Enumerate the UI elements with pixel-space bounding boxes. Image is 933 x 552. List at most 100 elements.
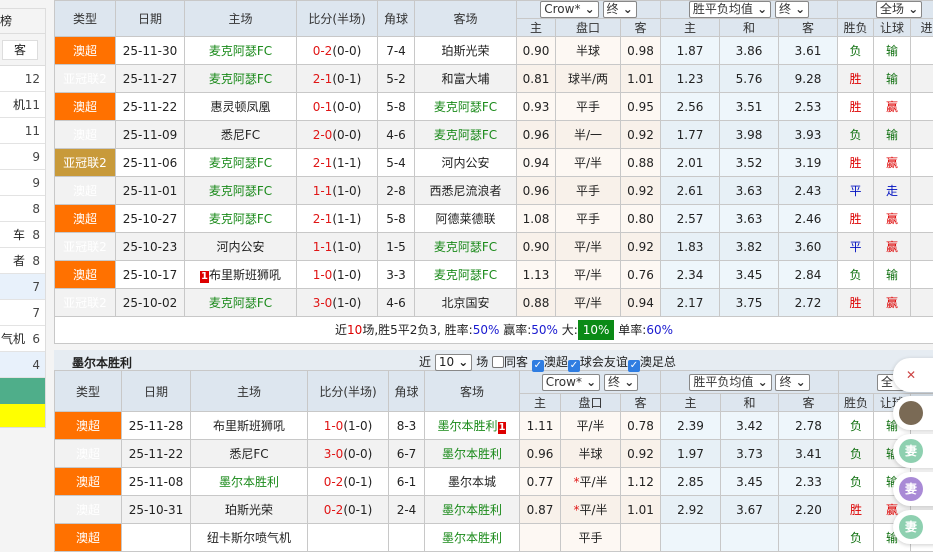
contact-item[interactable]: 妻 bbox=[893, 472, 933, 506]
league-badge[interactable]: 亚冠联2 bbox=[55, 65, 116, 93]
filter-aleague-checkbox[interactable]: ✓ bbox=[532, 360, 544, 372]
league-badge[interactable]: 澳超 bbox=[55, 261, 116, 289]
away-team[interactable]: 珀斯光荣 bbox=[415, 37, 517, 65]
filter-friendly-checkbox[interactable]: ✓ bbox=[568, 360, 580, 372]
home-team[interactable]: 惠灵顿凤凰 bbox=[185, 93, 297, 121]
league-badge[interactable]: 澳超 bbox=[55, 37, 116, 65]
odds-type-select[interactable]: 胜平负均值 bbox=[689, 1, 771, 18]
score[interactable]: 3-0(1-0) bbox=[297, 289, 378, 317]
home-team[interactable]: 麦克阿瑟FC bbox=[185, 65, 297, 93]
standing-row[interactable]: 12 bbox=[0, 66, 45, 92]
league-badge[interactable]: 亚冠联2 bbox=[55, 289, 116, 317]
standing-row[interactable]: 9 bbox=[0, 144, 45, 170]
away-team[interactable]: 麦克阿瑟FC bbox=[415, 121, 517, 149]
score[interactable]: 0-2(0-0) bbox=[297, 37, 378, 65]
contact-item[interactable]: 妻 bbox=[893, 434, 933, 468]
score[interactable]: 2-1(1-1) bbox=[297, 205, 378, 233]
standing-row[interactable]: 4 bbox=[0, 352, 45, 378]
score[interactable]: 3-0(0-0) bbox=[308, 440, 389, 468]
league-badge[interactable]: 澳超 bbox=[55, 524, 122, 552]
home-team[interactable]: 麦克阿瑟FC bbox=[185, 289, 297, 317]
score[interactable]: 2-1(1-1) bbox=[297, 149, 378, 177]
away-team[interactable]: 阿德莱德联 bbox=[415, 205, 517, 233]
score[interactable]: 2-0(0-0) bbox=[297, 121, 378, 149]
away-team[interactable]: 麦克阿瑟FC bbox=[415, 93, 517, 121]
score[interactable]: 2-1(0-1) bbox=[297, 65, 378, 93]
home-team[interactable]: 布里斯班狮吼 bbox=[191, 412, 308, 440]
score[interactable] bbox=[308, 524, 389, 552]
home-team[interactable]: 1布里斯班狮吼 bbox=[185, 261, 297, 289]
home-team[interactable]: 珀斯光荣 bbox=[191, 496, 308, 524]
scope-select[interactable]: 全场 bbox=[876, 1, 922, 18]
home-team[interactable]: 悉尼FC bbox=[191, 440, 308, 468]
score[interactable]: 0-2(0-1) bbox=[308, 468, 389, 496]
away-team[interactable]: 墨尔本胜利 bbox=[425, 524, 520, 552]
standing-row[interactable]: 8 bbox=[0, 196, 45, 222]
score[interactable]: 0-1(0-0) bbox=[297, 93, 378, 121]
league-badge[interactable]: 亚冠联2 bbox=[55, 233, 116, 261]
league-badge[interactable]: 澳超 bbox=[55, 177, 116, 205]
away-team[interactable]: 和富大埔 bbox=[415, 65, 517, 93]
home-team[interactable]: 麦克阿瑟FC bbox=[185, 205, 297, 233]
home-team[interactable]: 麦克阿瑟FC bbox=[185, 37, 297, 65]
away-team[interactable]: 墨尔本胜利 bbox=[425, 496, 520, 524]
stage-select[interactable]: 终 bbox=[604, 374, 638, 391]
stage-select-2[interactable]: 终 bbox=[775, 1, 809, 18]
away-toggle-button[interactable]: 客 bbox=[2, 40, 38, 60]
league-badge[interactable]: 澳超 bbox=[55, 93, 116, 121]
company-select[interactable]: Crow* bbox=[542, 374, 600, 391]
standing-row[interactable]: 7 bbox=[0, 274, 45, 300]
away-team[interactable]: 麦克阿瑟FC bbox=[415, 261, 517, 289]
league-badge[interactable]: 亚冠联2 bbox=[55, 149, 116, 177]
away-team[interactable]: 麦克阿瑟FC bbox=[415, 233, 517, 261]
home-team[interactable]: 纽卡斯尔喷气机 bbox=[191, 524, 308, 552]
filter-ffa-cup-checkbox[interactable]: ✓ bbox=[628, 360, 640, 372]
league-badge[interactable]: 澳超 bbox=[55, 412, 122, 440]
contact-item[interactable] bbox=[893, 396, 933, 430]
company-select[interactable]: Crow* bbox=[540, 1, 598, 18]
league-badge[interactable]: 澳超 bbox=[55, 496, 122, 524]
home-team[interactable]: 麦克阿瑟FC bbox=[185, 149, 297, 177]
home-team[interactable]: 墨尔本胜利 bbox=[191, 468, 308, 496]
away-team[interactable]: 墨尔本城 bbox=[425, 468, 520, 496]
home-team[interactable]: 麦克阿瑟FC bbox=[185, 177, 297, 205]
standing-row[interactable]: 7 bbox=[0, 300, 45, 326]
league-badge[interactable]: 澳超 bbox=[55, 121, 116, 149]
home-team[interactable]: 河内公安 bbox=[185, 233, 297, 261]
odds-type-select[interactable]: 胜平负均值 bbox=[689, 374, 771, 391]
league-badge[interactable]: 澳超 bbox=[55, 205, 116, 233]
same-away-checkbox[interactable] bbox=[492, 356, 504, 368]
league-badge[interactable]: 澳超 bbox=[55, 440, 122, 468]
score[interactable]: 1-1(1-0) bbox=[297, 177, 378, 205]
standing-row[interactable]: 9 bbox=[0, 170, 45, 196]
close-float-button[interactable]: ✕ bbox=[893, 358, 933, 392]
home-team[interactable]: 悉尼FC bbox=[185, 121, 297, 149]
contact-item[interactable]: 妻 bbox=[893, 510, 933, 544]
score[interactable]: 1-0(1-0) bbox=[297, 261, 378, 289]
away-team[interactable]: 北京国安 bbox=[415, 289, 517, 317]
match-row[interactable]: 澳超纽卡斯尔喷气机墨尔本胜利平手负输 bbox=[55, 524, 933, 552]
match-count-select[interactable]: 10 bbox=[435, 354, 473, 371]
league-badge[interactable]: 澳超 bbox=[55, 468, 122, 496]
score[interactable]: 1-1(1-0) bbox=[297, 233, 378, 261]
away-team[interactable]: 墨尔本胜利1 bbox=[425, 412, 520, 440]
score[interactable]: 0-2(0-1) bbox=[308, 496, 389, 524]
standing-row[interactable]: 11 bbox=[0, 118, 45, 144]
away-team[interactable]: 西悉尼流浪者 bbox=[415, 177, 517, 205]
